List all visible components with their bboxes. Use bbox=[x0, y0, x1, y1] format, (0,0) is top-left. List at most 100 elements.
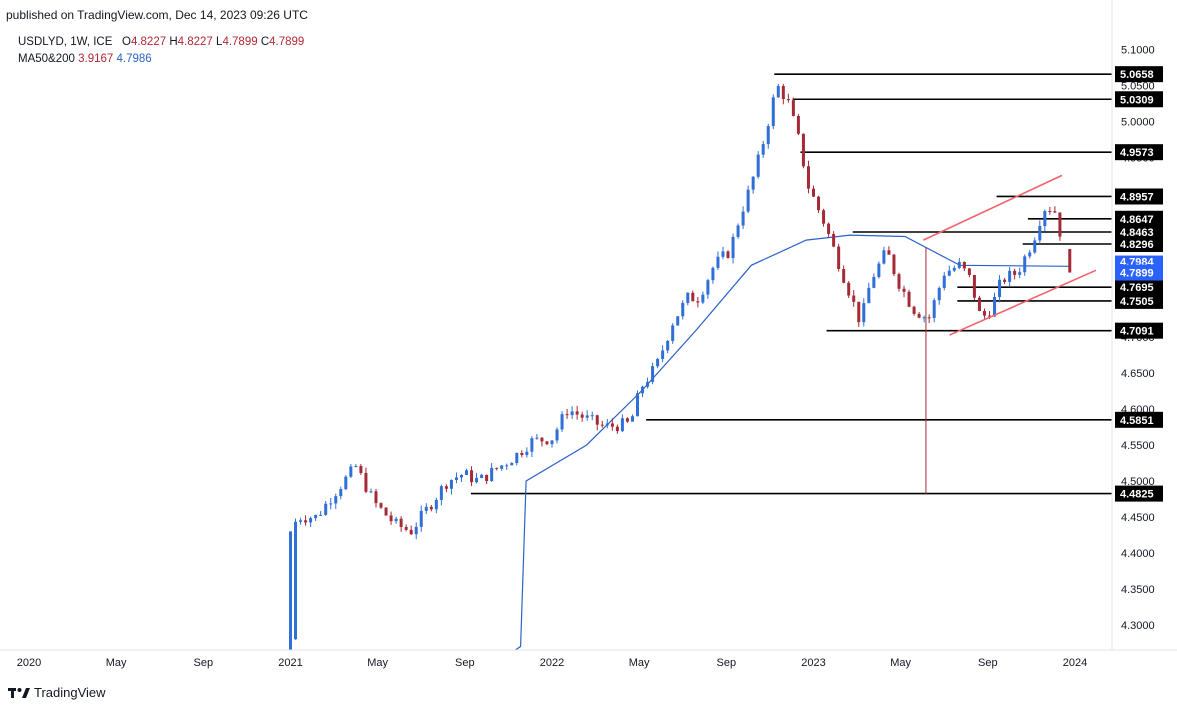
bear-candle bbox=[972, 274, 976, 298]
bear-candle bbox=[540, 437, 544, 442]
bear-candle bbox=[404, 526, 408, 530]
x-tick-label: 2022 bbox=[540, 657, 564, 669]
y-tick-label: 5.0000 bbox=[1121, 116, 1155, 128]
level-price-label: 4.7091 bbox=[1115, 322, 1163, 339]
bull-candle bbox=[530, 438, 534, 452]
bull-candle bbox=[771, 97, 775, 127]
bear-candle bbox=[927, 317, 931, 319]
level-price-label: 4.7505 bbox=[1115, 292, 1163, 309]
symbol-name: USDLYD, 1W, ICE bbox=[18, 36, 113, 48]
bear-candle bbox=[822, 210, 826, 224]
channel-lower-line bbox=[949, 269, 1097, 336]
level-price-label: 4.7695 bbox=[1115, 279, 1163, 296]
bull-candle bbox=[1023, 256, 1027, 273]
bear-candle bbox=[786, 99, 790, 101]
brand-name: TradingView bbox=[34, 685, 106, 700]
bull-candle bbox=[656, 358, 660, 367]
bull-candle bbox=[454, 477, 458, 480]
level-label-bg bbox=[1115, 485, 1163, 502]
price-labels: 5.0658 5.0309 4.9573 4.8957 4.86474.84634.82… bbox=[1115, 66, 1163, 502]
current-label-bg bbox=[1115, 264, 1163, 281]
bull-candle bbox=[1028, 252, 1032, 257]
bull-candle bbox=[465, 470, 469, 475]
ma-legend: MA50&200 3.9167 4.7986 bbox=[18, 53, 152, 65]
level-label-bg bbox=[1115, 236, 1163, 253]
bear-candle bbox=[796, 115, 800, 134]
level-label-text: 5.0658 bbox=[1120, 69, 1154, 81]
bull-candle bbox=[449, 479, 453, 489]
bull-candle bbox=[641, 386, 645, 394]
level-price-label: 4.8647 bbox=[1115, 210, 1163, 227]
x-tick-label: Sep bbox=[717, 657, 737, 669]
bear-candle bbox=[852, 295, 856, 302]
level-price-label: 4.5851 bbox=[1115, 411, 1163, 428]
bear-candle bbox=[520, 452, 524, 456]
level-label-bg bbox=[1115, 66, 1163, 83]
bear-candle bbox=[806, 166, 810, 189]
bull-candle bbox=[439, 486, 443, 500]
bull-candle bbox=[646, 381, 650, 387]
y-tick-label: 4.6500 bbox=[1121, 368, 1155, 380]
bull-candle bbox=[334, 496, 338, 504]
level-label-text: 4.8296 bbox=[1120, 239, 1154, 251]
bull-candle bbox=[289, 531, 292, 650]
bull-candle bbox=[766, 126, 770, 145]
bear-candle bbox=[988, 315, 992, 317]
bull-candle bbox=[500, 465, 504, 469]
bear-candle bbox=[615, 426, 619, 432]
bull-candle bbox=[952, 267, 956, 271]
bear-candle bbox=[982, 310, 986, 316]
level-label-bg bbox=[1115, 279, 1163, 296]
level-label-text: 4.4825 bbox=[1120, 489, 1154, 501]
bull-candle bbox=[731, 236, 735, 258]
open-label: O bbox=[121, 36, 131, 48]
bull-candle bbox=[605, 423, 609, 426]
level-price-label: 4.8463 bbox=[1115, 224, 1163, 241]
level-label-text: 5.0309 bbox=[1120, 94, 1154, 106]
level-price-label: 4.9573 bbox=[1115, 144, 1163, 161]
level-price-label: 5.0309 bbox=[1115, 91, 1163, 108]
bear-candle bbox=[364, 472, 368, 492]
bear-candle bbox=[781, 86, 785, 100]
bull-candle bbox=[937, 287, 941, 301]
bull-candle bbox=[862, 303, 866, 323]
bear-candle bbox=[857, 301, 861, 323]
bull-candle bbox=[1008, 270, 1012, 282]
y-tick-label: 4.3000 bbox=[1121, 620, 1155, 632]
x-tick-label: May bbox=[629, 657, 650, 669]
high-label: H bbox=[169, 36, 178, 48]
x-tick-label: Sep bbox=[455, 657, 475, 669]
bull-candle bbox=[716, 256, 720, 268]
x-tick-label: Sep bbox=[978, 657, 998, 669]
level-label-bg bbox=[1115, 411, 1163, 428]
tradingview-logo-icon bbox=[8, 687, 30, 698]
bear-candle bbox=[545, 441, 549, 445]
bull-candle bbox=[1018, 272, 1022, 275]
bull-candle bbox=[872, 276, 876, 288]
bear-candle bbox=[1003, 279, 1007, 282]
bear-candle bbox=[495, 467, 499, 469]
bear-candle bbox=[897, 274, 901, 289]
bull-candle bbox=[475, 477, 479, 483]
bull-candle bbox=[666, 340, 670, 351]
bull-candle bbox=[294, 521, 298, 640]
tradingview-brand[interactable]: TradingView bbox=[8, 685, 106, 700]
bull-candle bbox=[369, 491, 373, 493]
y-tick-label: 4.3500 bbox=[1121, 584, 1155, 596]
bear-candle bbox=[892, 254, 896, 275]
bull-candle bbox=[309, 518, 313, 523]
bear-candle bbox=[837, 246, 841, 269]
bull-candle bbox=[560, 414, 564, 430]
bull-candle bbox=[394, 518, 398, 522]
bear-candle bbox=[962, 261, 966, 269]
bull-candle bbox=[480, 474, 484, 478]
level-label-bg bbox=[1115, 322, 1163, 339]
bear-candle bbox=[842, 268, 846, 283]
bull-candle bbox=[882, 250, 886, 264]
bear-candle bbox=[565, 414, 569, 416]
bull-candle bbox=[419, 510, 423, 527]
moving-average bbox=[515, 234, 1070, 651]
level-label-bg bbox=[1115, 224, 1163, 241]
bull-candle bbox=[424, 506, 428, 511]
